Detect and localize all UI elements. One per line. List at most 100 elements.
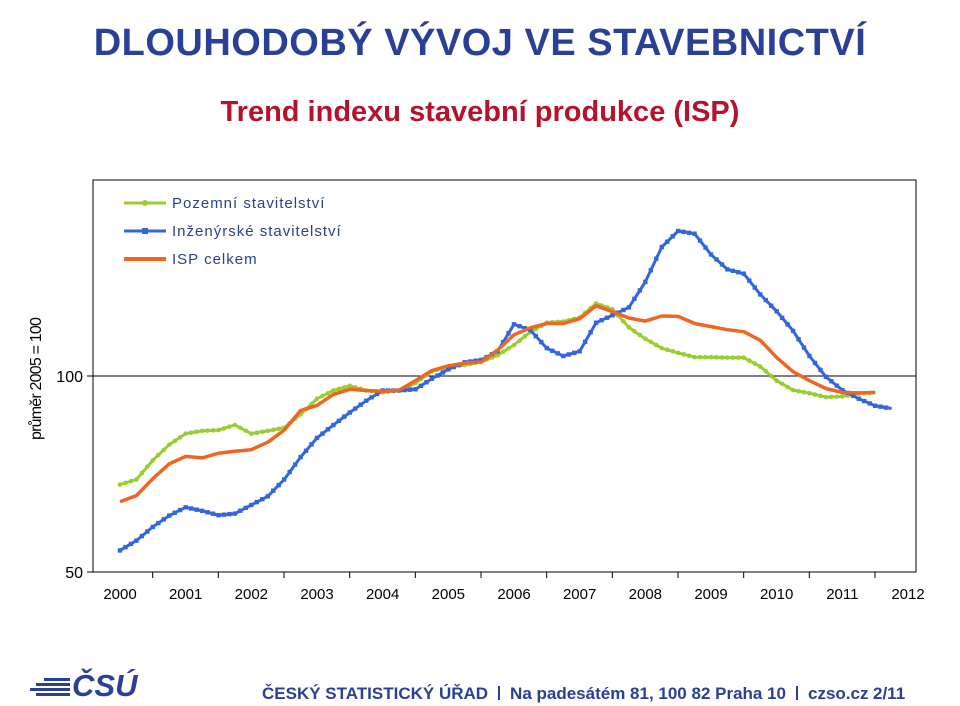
data-point (801, 345, 807, 350)
data-point (621, 319, 626, 324)
data-point (522, 325, 528, 331)
data-point (506, 346, 511, 351)
data-point (697, 238, 703, 243)
data-point (643, 336, 648, 342)
data-point (637, 288, 643, 293)
data-point (757, 364, 763, 369)
separator (498, 686, 501, 700)
data-point (840, 394, 845, 399)
data-point (708, 252, 714, 257)
logo-text: ČSÚ (72, 668, 138, 703)
data-point (823, 394, 829, 400)
data-point (429, 376, 435, 381)
data-point (249, 431, 254, 436)
x-tick-label: 2007 (563, 586, 596, 603)
data-point (670, 349, 675, 354)
data-point (785, 322, 790, 327)
data-point (227, 511, 232, 517)
data-point (331, 388, 336, 393)
data-point (807, 353, 812, 359)
data-point (779, 315, 785, 321)
data-point (818, 367, 823, 373)
data-point (413, 387, 418, 392)
data-point (703, 354, 708, 360)
data-point (232, 422, 238, 428)
data-point (610, 313, 615, 318)
data-point (626, 305, 632, 310)
data-point (172, 438, 178, 444)
data-point (643, 279, 648, 285)
data-point (758, 292, 763, 297)
footer: ČSÚ ČESKÝ STATISTICKÝ ÚŘAD Na padesátém 8… (0, 660, 960, 706)
data-point (752, 285, 757, 290)
data-point (276, 482, 281, 488)
footer-web[interactable]: czso.cz (808, 684, 869, 703)
data-point (123, 544, 128, 550)
data-point (730, 355, 736, 360)
data-point (369, 395, 374, 400)
data-point (741, 355, 747, 360)
data-point (867, 401, 872, 406)
data-point (418, 383, 424, 388)
series-lines (117, 228, 892, 553)
x-tick-label: 2005 (432, 586, 465, 603)
data-point (555, 351, 560, 356)
data-point (259, 429, 265, 435)
data-point (670, 234, 675, 239)
x-tick-label: 2010 (760, 586, 793, 603)
data-point (703, 245, 708, 250)
data-point (829, 394, 834, 400)
data-point (604, 315, 610, 320)
data-point (303, 448, 309, 453)
data-point (199, 508, 205, 514)
data-point (566, 352, 571, 357)
data-point (287, 469, 292, 475)
data-point (134, 477, 139, 482)
x-tick-label: 2003 (300, 586, 333, 603)
x-tick-label: 2011 (826, 586, 858, 603)
data-point (653, 342, 659, 348)
footer-address: Na padesátém 81, 100 82 Praha 10 (510, 684, 786, 703)
data-point (276, 426, 281, 432)
data-point (139, 533, 145, 539)
x-tick-label: 2012 (891, 586, 924, 603)
data-point (719, 262, 725, 267)
data-point (511, 322, 517, 327)
data-point (364, 398, 369, 403)
data-point (446, 367, 451, 372)
legend-label: Inženýrské stavitelství (172, 223, 342, 240)
y-tick-label: 50 (65, 565, 83, 582)
data-point (736, 270, 741, 275)
data-point (550, 348, 555, 353)
data-point (347, 410, 353, 415)
data-point (796, 388, 801, 394)
data-point (763, 297, 768, 303)
legend-marker (142, 200, 148, 206)
data-point (238, 425, 243, 431)
data-point (725, 267, 730, 272)
data-point (807, 390, 812, 396)
data-point (768, 373, 774, 379)
x-ticks: 2000 2001 2002 2003 2004 2005 2006 2007 2008 2009… (103, 572, 925, 603)
x-tick-label: 2006 (497, 586, 530, 603)
data-point (145, 529, 150, 534)
x-tick-label: 2000 (103, 586, 136, 603)
data-point (648, 268, 654, 273)
data-point (183, 505, 188, 510)
data-point (358, 402, 363, 407)
data-point (571, 350, 577, 356)
data-point (659, 244, 664, 250)
data-point (774, 378, 779, 384)
data-point (254, 430, 260, 436)
data-point (878, 404, 883, 409)
data-point (823, 374, 829, 379)
data-point (851, 393, 856, 399)
data-point (834, 394, 840, 399)
data-point (188, 430, 194, 436)
data-point (840, 387, 845, 393)
data-point (216, 427, 221, 433)
data-point (747, 358, 752, 363)
data-point (172, 510, 177, 516)
data-point (314, 435, 320, 441)
data-point (714, 355, 719, 360)
